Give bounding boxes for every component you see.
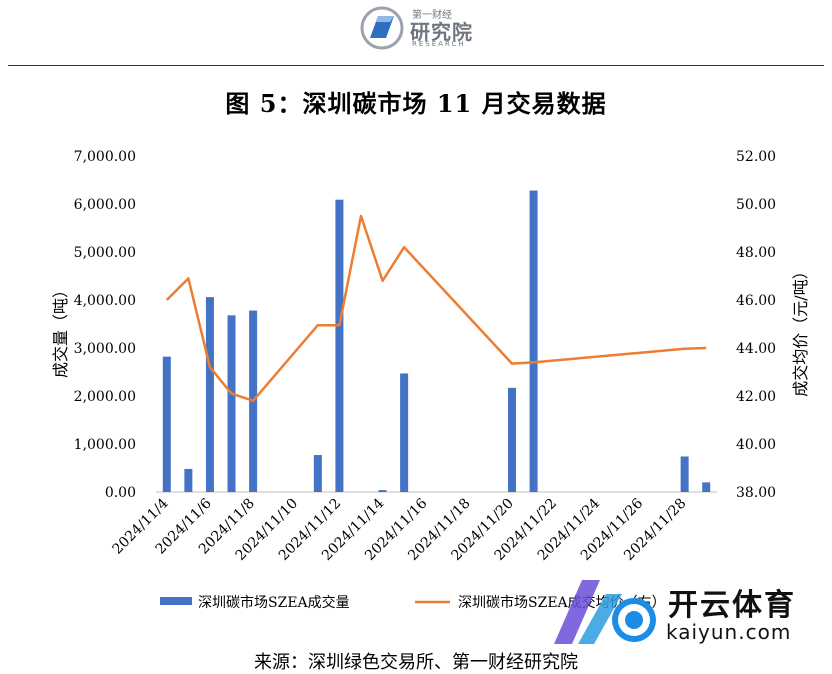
volume-bar (313, 455, 322, 492)
legend-swatch-volume (160, 597, 192, 605)
volume-bar (184, 468, 193, 492)
logo-small-text: 第一财经 (412, 10, 452, 21)
y2-tick-label: 48.00 (736, 245, 776, 261)
volume-bar (508, 387, 517, 492)
y2-tick-label: 42.00 (736, 389, 776, 405)
y-tick-label: 2,000.00 (74, 389, 136, 405)
logo-emblem-icon (360, 6, 404, 50)
watermark-logo-icon (554, 580, 656, 644)
volume-bar (702, 482, 711, 492)
y2-tick-label: 52.00 (736, 149, 776, 165)
volume-bar (205, 297, 214, 492)
y-tick-label: 0.00 (105, 485, 136, 501)
avg-price-line (165, 214, 707, 403)
y-tick-label: 1,000.00 (74, 437, 136, 453)
y2-tick-label: 50.00 (736, 197, 776, 213)
y2-axis-title: 成交均价（元/吨） (791, 263, 810, 396)
research-logo: 第一财经 研究院 RESEARCH (356, 4, 486, 52)
volume-bar (162, 356, 171, 492)
volume-bar (227, 315, 236, 492)
volume-bar (680, 456, 689, 492)
y-tick-label: 7,000.00 (74, 149, 136, 165)
legend-label-volume: 深圳碳市场SZEA成交量 (198, 594, 350, 611)
y-tick-label: 4,000.00 (74, 293, 136, 309)
y2-tick-label: 44.00 (736, 341, 776, 357)
y-tick-label: 5,000.00 (74, 245, 136, 261)
chart-title: 图 5：深圳碳市场 11 月交易数据 (225, 89, 607, 118)
source-note: 来源：深圳绿色交易所、第一财经研究院 (254, 652, 578, 673)
header-divider (8, 65, 824, 66)
logo-en-text: RESEARCH (412, 40, 466, 48)
logo-main-text: 研究院 (410, 20, 473, 44)
y-axis-title: 成交量（吨） (51, 282, 70, 378)
y2-tick-label: 40.00 (736, 437, 776, 453)
y-tick-label: 6,000.00 (74, 197, 136, 213)
watermark-cn-text: 开云体育 (668, 588, 796, 623)
volume-bar (400, 373, 409, 492)
volume-bar (335, 199, 344, 492)
watermark: 开云体育 kaiyun.com (548, 574, 828, 652)
volume-bar (529, 190, 538, 492)
volume-bar (378, 490, 387, 492)
y2-tick-label: 38.00 (736, 485, 776, 501)
y2-tick-label: 46.00 (736, 293, 776, 309)
y-tick-label: 3,000.00 (74, 341, 136, 357)
watermark-en-text: kaiyun.com (666, 620, 792, 644)
